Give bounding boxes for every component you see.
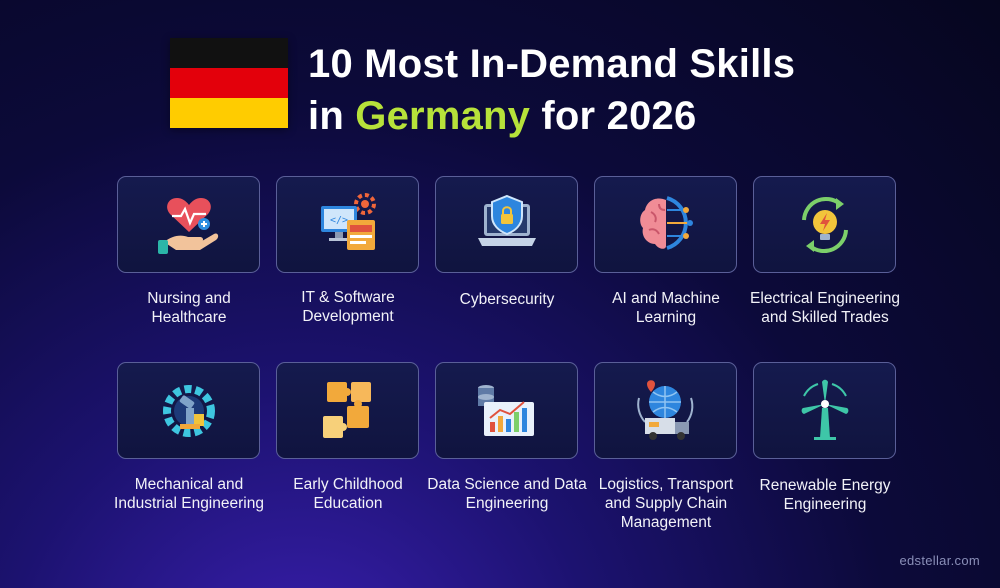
skill-card-cybersecurity: [435, 176, 578, 273]
gear-robot-arm-icon: [162, 384, 215, 437]
skill-card-electrical: [753, 176, 896, 273]
flag-stripe-red: [170, 68, 288, 98]
skill-label-early-childhood: Early Childhood Education: [293, 476, 403, 512]
skill-card-renewable: [753, 362, 896, 459]
skill-label-ai-ml: AI and Machine Learning: [612, 290, 720, 326]
computer-code-icon: </>: [320, 192, 376, 250]
skill-card-ai-ml: [594, 176, 737, 273]
data-chart-icon: [477, 384, 534, 436]
skill-label-logistics: Logistics, Transport and Supply Chain Ma…: [598, 476, 734, 531]
skill-card-mechanical: [117, 362, 260, 459]
skill-label-cybersecurity: Cybersecurity: [459, 291, 555, 308]
skill-label-it-software: IT & Software Development: [301, 289, 395, 325]
brain-circuit-icon: [639, 195, 693, 250]
skill-card-data-science: [435, 362, 578, 459]
heart-hand-icon: [157, 197, 218, 254]
title-suffix: for 2026: [530, 94, 697, 138]
page-title: 10 Most In-Demand Skills in Germany for …: [308, 38, 908, 142]
skill-card-logistics: [594, 362, 737, 459]
laptop-shield-icon: [477, 194, 536, 246]
title-prefix: in: [308, 94, 356, 138]
title-line-1: 10 Most In-Demand Skills: [308, 42, 796, 86]
lightbulb-cycle-icon: [801, 196, 848, 253]
flag-stripe-black: [170, 38, 288, 68]
germany-flag: [170, 38, 288, 128]
truck-globe-icon: [636, 379, 693, 440]
skill-label-mechanical: Mechanical and Industrial Engineering: [114, 476, 264, 512]
flag-stripe-gold: [170, 98, 288, 128]
wind-turbine-icon: [801, 379, 848, 440]
skill-card-nursing: [117, 176, 260, 273]
skill-label-data-science: Data Science and Data Engineering: [427, 476, 587, 512]
skill-label-renewable: Renewable Energy Engineering: [759, 477, 891, 513]
skill-card-it-software: </>: [276, 176, 419, 273]
title-line-2: in Germany for 2026: [308, 90, 908, 142]
watermark: edstellar.com: [899, 553, 980, 568]
skill-card-early-childhood: [276, 362, 419, 459]
puzzle-icon: [322, 381, 371, 438]
svg-text:</>: </>: [329, 215, 347, 226]
skill-label-nursing: Nursing and Healthcare: [147, 290, 231, 326]
skill-label-electrical: Electrical Engineering and Skilled Trade…: [750, 290, 900, 326]
title-highlight: Germany: [355, 94, 531, 138]
